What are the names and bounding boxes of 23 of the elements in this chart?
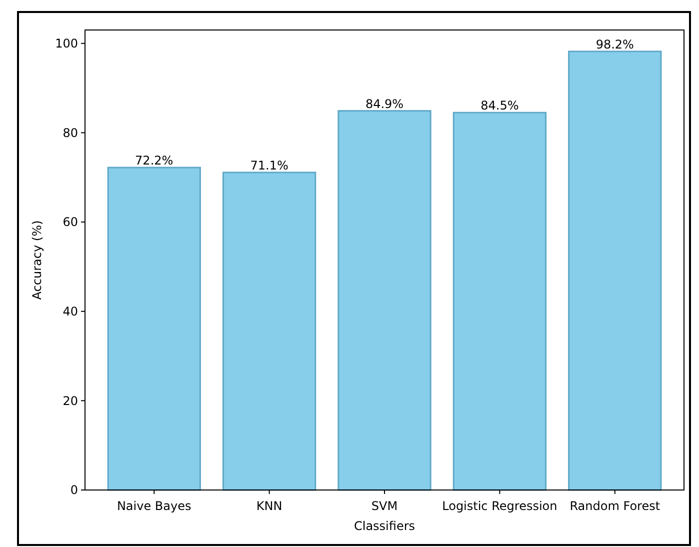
bar [222, 172, 316, 491]
x-tick-label: SVM [371, 499, 398, 513]
y-tick-label: 80 [62, 126, 78, 140]
x-tick-label: KNN [256, 499, 282, 513]
data-label: 98.2% [596, 37, 634, 52]
bar [107, 166, 201, 491]
x-tick-label: Naive Bayes [116, 499, 192, 513]
x-tick-label: Random Forest [570, 499, 660, 513]
y-tick-label: 60 [62, 215, 78, 230]
y-axis-title: Accuracy (%) [30, 220, 44, 300]
x-axis-title: Classifiers [354, 519, 416, 533]
bar [338, 110, 432, 491]
data-label: 72.2% [135, 154, 174, 168]
y-tick-label: 100 [55, 36, 78, 51]
y-tick-label: 20 [62, 394, 78, 408]
data-label: 84.5% [480, 98, 519, 113]
y-tick-label: 40 [62, 304, 78, 319]
y-tick-label: 0 [70, 483, 78, 498]
bar [452, 112, 547, 491]
data-label: 84.9% [365, 96, 404, 111]
bar [568, 50, 662, 491]
x-tick-label: Logistic Regression [442, 499, 558, 513]
data-label: 71.1% [250, 158, 288, 172]
